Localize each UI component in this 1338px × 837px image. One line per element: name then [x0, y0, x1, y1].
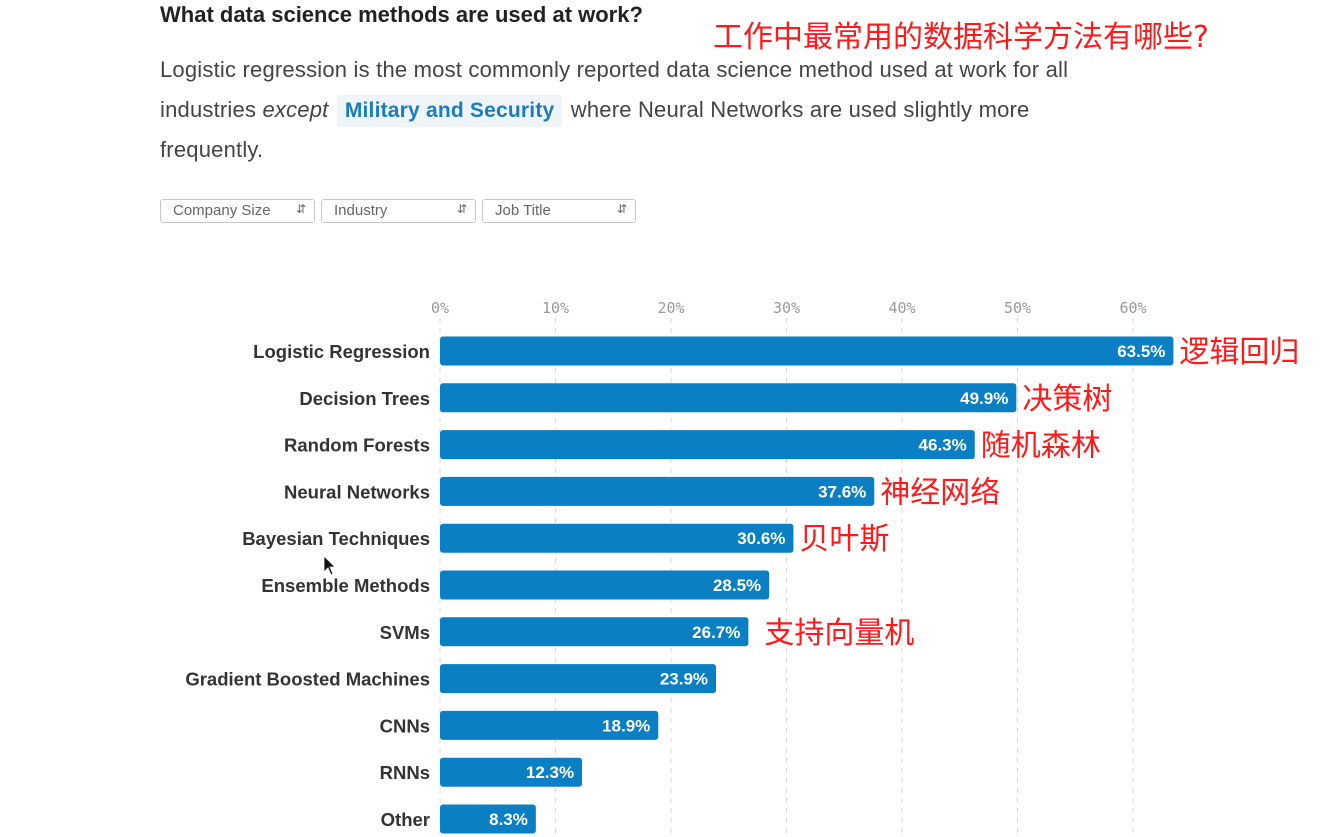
- data-label: 63.5%: [1117, 342, 1165, 361]
- x-tick-label: 40%: [888, 299, 915, 317]
- chinese-annotation: 神经网络: [880, 475, 1000, 510]
- bar[interactable]: [440, 757, 583, 787]
- category-label: Neural Networks: [284, 481, 430, 502]
- description-text-1: Logistic regression is the most commonly…: [160, 57, 1069, 122]
- chart-heading: What data science methods are used at wo…: [160, 2, 643, 27]
- sort-arrows-icon: ⇵: [295, 202, 306, 216]
- chinese-annotation: 决策树: [1022, 382, 1112, 417]
- data-label: 30.6%: [737, 529, 785, 548]
- bar[interactable]: [440, 476, 875, 506]
- chinese-annotation: 贝叶斯: [799, 522, 889, 557]
- industry-highlight-pill[interactable]: Military and Security: [336, 95, 563, 127]
- data-label: 26.7%: [692, 623, 740, 642]
- mouse-cursor-icon: [323, 555, 336, 576]
- data-label: 28.5%: [713, 576, 761, 595]
- category-label: Other: [381, 809, 430, 830]
- chart-description: Logistic regression is the most commonly…: [160, 50, 1120, 170]
- x-tick-label: 0%: [431, 299, 449, 317]
- x-tick-label: 60%: [1119, 299, 1146, 317]
- company-size-select-label: Company Size: [173, 202, 271, 219]
- bar[interactable]: [440, 430, 975, 460]
- category-label: Random Forests: [284, 435, 430, 456]
- chinese-annotation: 支持向量机: [764, 616, 914, 651]
- x-tick-label: 20%: [657, 299, 684, 317]
- x-tick-label: 50%: [1004, 299, 1031, 317]
- bar[interactable]: [440, 617, 749, 647]
- company-size-select[interactable]: Company Size ⇵: [160, 199, 315, 223]
- x-tick-label: 10%: [542, 299, 569, 317]
- x-tick-label: 30%: [773, 299, 800, 317]
- data-label: 49.9%: [960, 389, 1008, 408]
- chinese-annotation: 逻辑回归: [1179, 335, 1299, 370]
- sort-arrows-icon: ⇵: [456, 202, 467, 216]
- bar[interactable]: [440, 523, 794, 553]
- industry-select-label: Industry: [334, 202, 388, 219]
- bar[interactable]: [440, 804, 536, 834]
- category-label: Logistic Regression: [253, 341, 430, 362]
- bar[interactable]: [440, 570, 770, 600]
- bar[interactable]: [440, 383, 1017, 413]
- data-label: 23.9%: [660, 670, 708, 689]
- data-label: 18.9%: [602, 716, 650, 735]
- job-title-select[interactable]: Job Title ⇵: [482, 199, 636, 223]
- category-label: Decision Trees: [299, 388, 430, 409]
- description-emphasis: except: [262, 97, 329, 122]
- sort-arrows-icon: ⇵: [616, 202, 627, 216]
- chart-heading-translation: 工作中最常用的数据科学方法有哪些?: [713, 20, 1209, 55]
- category-label: SVMs: [380, 622, 430, 643]
- category-label: Gradient Boosted Machines: [185, 669, 430, 690]
- data-label: 8.3%: [489, 810, 528, 829]
- description-text-2: where Neural Networks are used slightly …: [160, 97, 1030, 162]
- data-label: 46.3%: [919, 436, 967, 455]
- category-label: RNNs: [380, 762, 430, 783]
- bar[interactable]: [440, 336, 1174, 366]
- data-label: 12.3%: [526, 763, 574, 782]
- category-label: Bayesian Techniques: [242, 528, 430, 549]
- category-label: Ensemble Methods: [261, 575, 430, 596]
- job-title-select-label: Job Title: [495, 202, 551, 219]
- bar[interactable]: [440, 710, 659, 740]
- category-label: CNNs: [380, 715, 430, 736]
- industry-select[interactable]: Industry ⇵: [321, 199, 476, 223]
- chinese-annotation: 随机森林: [981, 429, 1101, 464]
- data-label: 37.6%: [818, 482, 866, 501]
- bar[interactable]: [440, 664, 717, 694]
